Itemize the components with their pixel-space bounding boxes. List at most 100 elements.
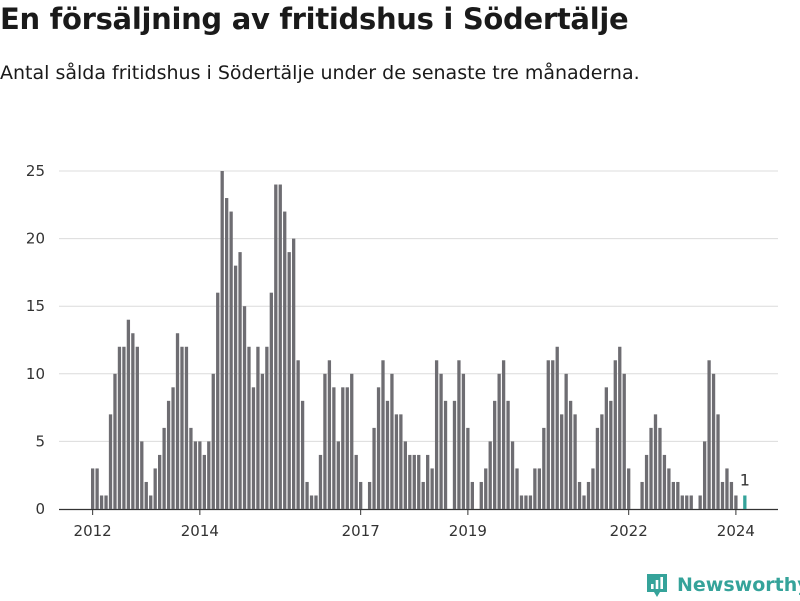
y-tick-label: 5 — [35, 432, 45, 450]
bar — [372, 427, 376, 509]
bar — [332, 387, 336, 509]
bar — [640, 481, 644, 509]
bar — [457, 360, 461, 509]
highlight-bar — [743, 495, 747, 509]
bar — [113, 373, 117, 509]
bar — [233, 265, 238, 509]
bar — [658, 427, 662, 509]
bar — [283, 211, 287, 509]
bar — [604, 387, 608, 509]
bar — [426, 454, 430, 509]
bar — [600, 414, 604, 509]
bar — [595, 427, 600, 509]
bar — [711, 373, 716, 509]
bar — [716, 414, 720, 509]
bar — [117, 346, 122, 509]
bar — [341, 387, 345, 509]
bar — [305, 481, 309, 509]
bar — [345, 387, 349, 509]
bar — [676, 481, 680, 509]
bar — [198, 441, 202, 509]
bar — [390, 373, 394, 509]
x-tick-label: 2014 — [181, 522, 219, 540]
bar — [729, 481, 734, 509]
bar — [577, 481, 582, 509]
bar — [211, 373, 215, 509]
bar — [381, 360, 385, 509]
bar — [497, 373, 501, 509]
bar — [515, 468, 519, 509]
bar — [560, 414, 564, 509]
bar — [149, 495, 153, 509]
bar — [501, 360, 506, 509]
bar — [126, 319, 131, 509]
bar — [229, 211, 233, 509]
bar — [216, 292, 220, 509]
bar — [376, 387, 381, 509]
bar — [175, 333, 180, 509]
bar — [734, 495, 738, 509]
x-tick-label: 2017 — [342, 522, 380, 540]
bar — [296, 360, 300, 509]
bar — [180, 346, 184, 509]
bar — [555, 346, 559, 509]
bar — [269, 292, 273, 509]
bar — [292, 238, 296, 509]
bar — [256, 346, 260, 509]
y-tick-label: 10 — [26, 365, 45, 383]
bar — [551, 360, 555, 509]
bar — [702, 441, 707, 509]
bar — [189, 427, 193, 509]
bar — [537, 468, 541, 509]
bar — [528, 495, 533, 509]
bar — [649, 427, 653, 509]
bar — [627, 468, 631, 509]
bar — [421, 481, 425, 509]
bar — [725, 468, 729, 509]
bar — [720, 481, 725, 509]
bar — [314, 495, 318, 509]
bar — [399, 414, 403, 509]
bar — [510, 441, 515, 509]
bar — [667, 468, 671, 509]
bar — [698, 495, 702, 509]
bar — [564, 373, 568, 509]
bar — [685, 495, 689, 509]
bar — [644, 454, 649, 509]
bar — [309, 495, 314, 509]
bar — [573, 414, 577, 509]
bar — [533, 468, 537, 509]
bar — [327, 360, 332, 509]
bar — [671, 481, 676, 509]
bar — [568, 400, 573, 509]
bar — [461, 373, 466, 509]
bar — [430, 468, 434, 509]
bar — [412, 454, 416, 509]
bar — [318, 454, 323, 509]
bar — [394, 414, 399, 509]
bar — [689, 495, 693, 509]
chart-subtitle: Antal sålda fritidshus i Södertälje unde… — [0, 62, 640, 84]
y-tick-label: 0 — [35, 500, 45, 518]
bar — [278, 184, 282, 509]
bar — [653, 414, 658, 509]
bar — [519, 495, 524, 509]
bar — [274, 184, 278, 509]
bar — [466, 427, 470, 509]
bar — [207, 441, 211, 509]
bar — [680, 495, 684, 509]
bar — [171, 387, 175, 509]
bar — [158, 454, 162, 509]
bar — [452, 400, 457, 509]
y-tick-label: 20 — [26, 230, 45, 248]
bar — [586, 481, 591, 509]
brand-logo[interactable]: Newsworthy — [645, 569, 800, 601]
bar — [484, 468, 488, 509]
bar — [153, 468, 157, 509]
bar — [488, 441, 492, 509]
bar — [242, 306, 247, 509]
bar — [104, 495, 108, 509]
bar — [546, 360, 550, 509]
bar — [202, 454, 206, 509]
bar — [408, 454, 412, 509]
